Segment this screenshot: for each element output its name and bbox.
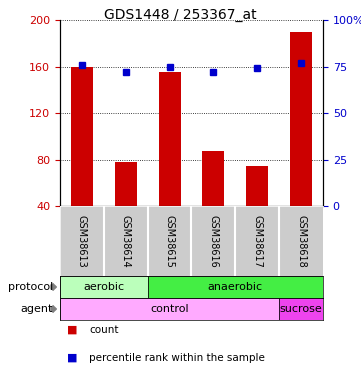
Text: anaerobic: anaerobic [208,282,263,292]
Bar [148,276,323,298]
Bar [158,72,180,206]
Text: aerobic: aerobic [83,282,125,292]
Text: GDS1448 / 253367_at: GDS1448 / 253367_at [104,8,257,21]
Text: GSM38613: GSM38613 [77,214,87,267]
Text: sucrose: sucrose [280,304,322,314]
Text: agent: agent [21,304,53,314]
Text: GSM38618: GSM38618 [296,214,306,267]
Text: percentile rank within the sample: percentile rank within the sample [89,353,265,363]
Text: ■: ■ [67,353,78,363]
Text: ■: ■ [67,325,78,335]
Text: protocol: protocol [8,282,53,292]
Text: GSM38617: GSM38617 [252,214,262,267]
Text: GSM38615: GSM38615 [165,214,175,267]
Bar [71,66,93,206]
Text: count: count [89,325,118,335]
Bar [60,276,148,298]
Bar [279,298,323,320]
Bar [203,152,225,206]
Bar [115,162,137,206]
Text: GSM38616: GSM38616 [208,214,218,267]
Text: GSM38614: GSM38614 [121,214,131,267]
Bar [290,32,312,206]
Text: control: control [150,304,189,314]
Bar [60,298,279,320]
Bar [246,166,268,206]
